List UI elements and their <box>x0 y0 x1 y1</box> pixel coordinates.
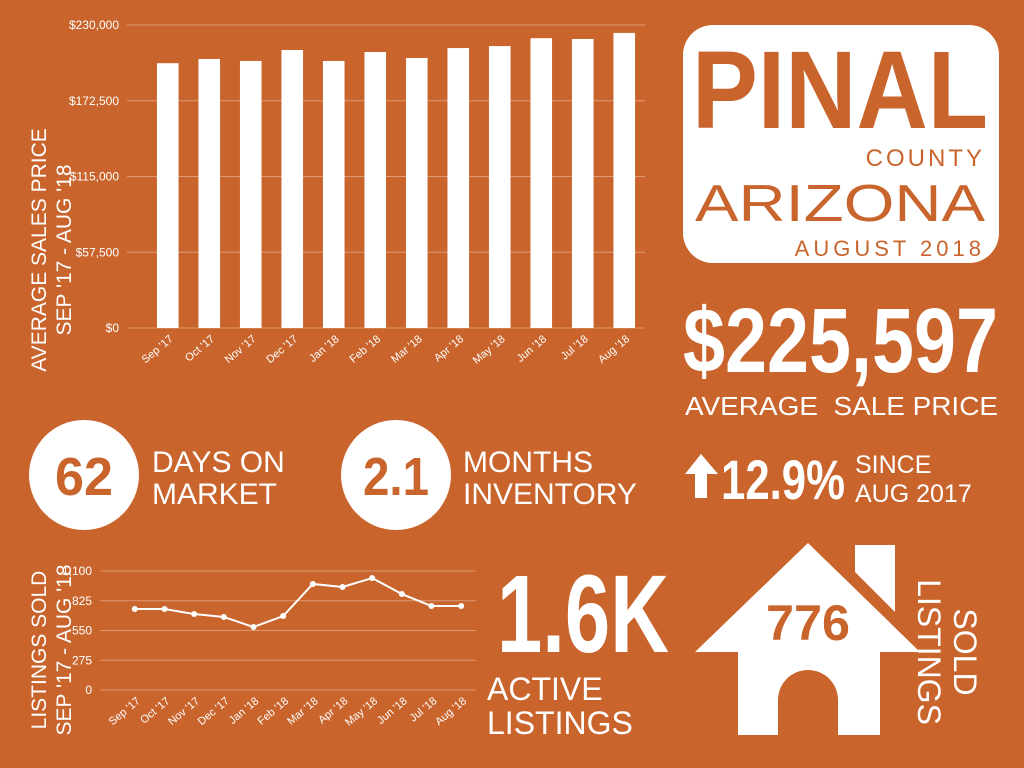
x-tick-label: Sep '17 <box>140 333 176 366</box>
sold-label: SOLD <box>947 608 983 695</box>
y-tick-label: 550 <box>72 624 92 638</box>
x-tick-label: Nov '17 <box>166 695 202 728</box>
x-tick-label: Feb '18 <box>348 333 384 366</box>
bar <box>530 38 553 328</box>
y-tick-label: $230,000 <box>69 18 119 32</box>
y-tick-label: $172,500 <box>69 94 119 108</box>
y-tick-label: 1,100 <box>62 564 92 578</box>
sold-label: LISTINGS <box>911 579 947 725</box>
inventory-label: INVENTORY <box>463 478 637 511</box>
header-date: AUGUST 2018 <box>795 236 985 261</box>
active-label: LISTINGS <box>487 705 633 741</box>
x-tick-label: Jan '18 <box>307 333 342 365</box>
bar <box>239 60 262 328</box>
change-value: 12.9% <box>721 448 845 511</box>
header-county: COUNTY <box>866 145 985 172</box>
inventory-value: 2.1 <box>363 447 429 507</box>
point <box>220 613 227 620</box>
y-tick-label: $115,000 <box>70 170 119 184</box>
bar <box>198 58 221 328</box>
change-label: AUG 2017 <box>855 480 972 508</box>
y-tick-label: 0 <box>85 683 92 697</box>
x-tick-label: Oct '17 <box>183 333 217 364</box>
x-tick-label: Dec '17 <box>264 333 300 366</box>
bar <box>571 38 594 328</box>
days-circle <box>29 420 139 530</box>
up-arrow <box>685 454 718 498</box>
bar <box>613 32 636 328</box>
y-axis-title: AVERAGE SALES PRICE <box>28 128 51 372</box>
active-label: ACTIVE <box>487 671 603 707</box>
x-tick-label: Mar '18 <box>389 333 425 366</box>
point <box>280 613 287 620</box>
bar <box>281 50 304 329</box>
point <box>428 603 435 610</box>
y-axis-title: LISTINGS SOLD <box>28 571 51 730</box>
inventory-label: MONTHS <box>463 446 593 479</box>
x-tick-label: Mar '18 <box>285 695 321 728</box>
x-tick-label: Sep '17 <box>107 695 143 728</box>
price-value: $225,597 <box>683 290 998 392</box>
bar <box>322 60 345 328</box>
point <box>458 603 465 610</box>
bar <box>364 52 387 328</box>
point <box>398 591 405 598</box>
days-label: MARKET <box>152 478 277 511</box>
x-tick-label: Jun '18 <box>375 695 410 727</box>
y-tick-label: 825 <box>72 594 92 608</box>
y-axis-title: SEP '17 - AUG '18 <box>53 164 76 335</box>
point <box>161 605 168 612</box>
x-tick-label: Apr '18 <box>432 333 466 364</box>
price-label: AVERAGE SALE PRICE <box>685 391 998 421</box>
x-tick-label: Aug '18 <box>433 695 469 728</box>
header-title: PINAL <box>692 29 988 152</box>
x-tick-label: May '18 <box>471 333 508 367</box>
point <box>309 580 316 587</box>
x-tick-label: Jul '18 <box>559 333 591 362</box>
bar <box>447 48 470 328</box>
x-tick-label: Dec '17 <box>196 695 232 728</box>
x-tick-label: Jun '18 <box>515 333 550 365</box>
point <box>369 575 376 582</box>
bar <box>488 46 511 329</box>
active-value: 1.6K <box>497 553 669 676</box>
bar <box>405 57 428 328</box>
house-icon <box>695 543 920 735</box>
x-tick-label: May '18 <box>343 695 380 729</box>
point <box>339 584 346 591</box>
days-label: DAYS ON <box>152 446 285 479</box>
inventory-circle <box>341 420 451 530</box>
y-axis-title: SEP '17 - AUG '18 <box>53 564 76 735</box>
point <box>131 605 138 612</box>
x-tick-label: Feb '18 <box>256 695 292 728</box>
change-label: SINCE <box>855 451 931 479</box>
x-tick-label: Nov '17 <box>223 333 259 366</box>
header-box <box>683 25 999 263</box>
x-tick-label: Jan '18 <box>227 695 262 727</box>
line <box>134 576 462 629</box>
sold-value: 776 <box>766 595 850 651</box>
x-tick-label: Aug '18 <box>596 333 632 366</box>
y-tick-label: 275 <box>72 653 92 667</box>
y-tick-label: $57,500 <box>76 245 120 259</box>
bar <box>156 63 179 329</box>
header-state: ARIZONA <box>695 175 985 233</box>
days-value: 62 <box>55 447 113 507</box>
point <box>250 624 257 631</box>
y-tick-label: $0 <box>106 321 120 335</box>
point <box>191 611 198 618</box>
